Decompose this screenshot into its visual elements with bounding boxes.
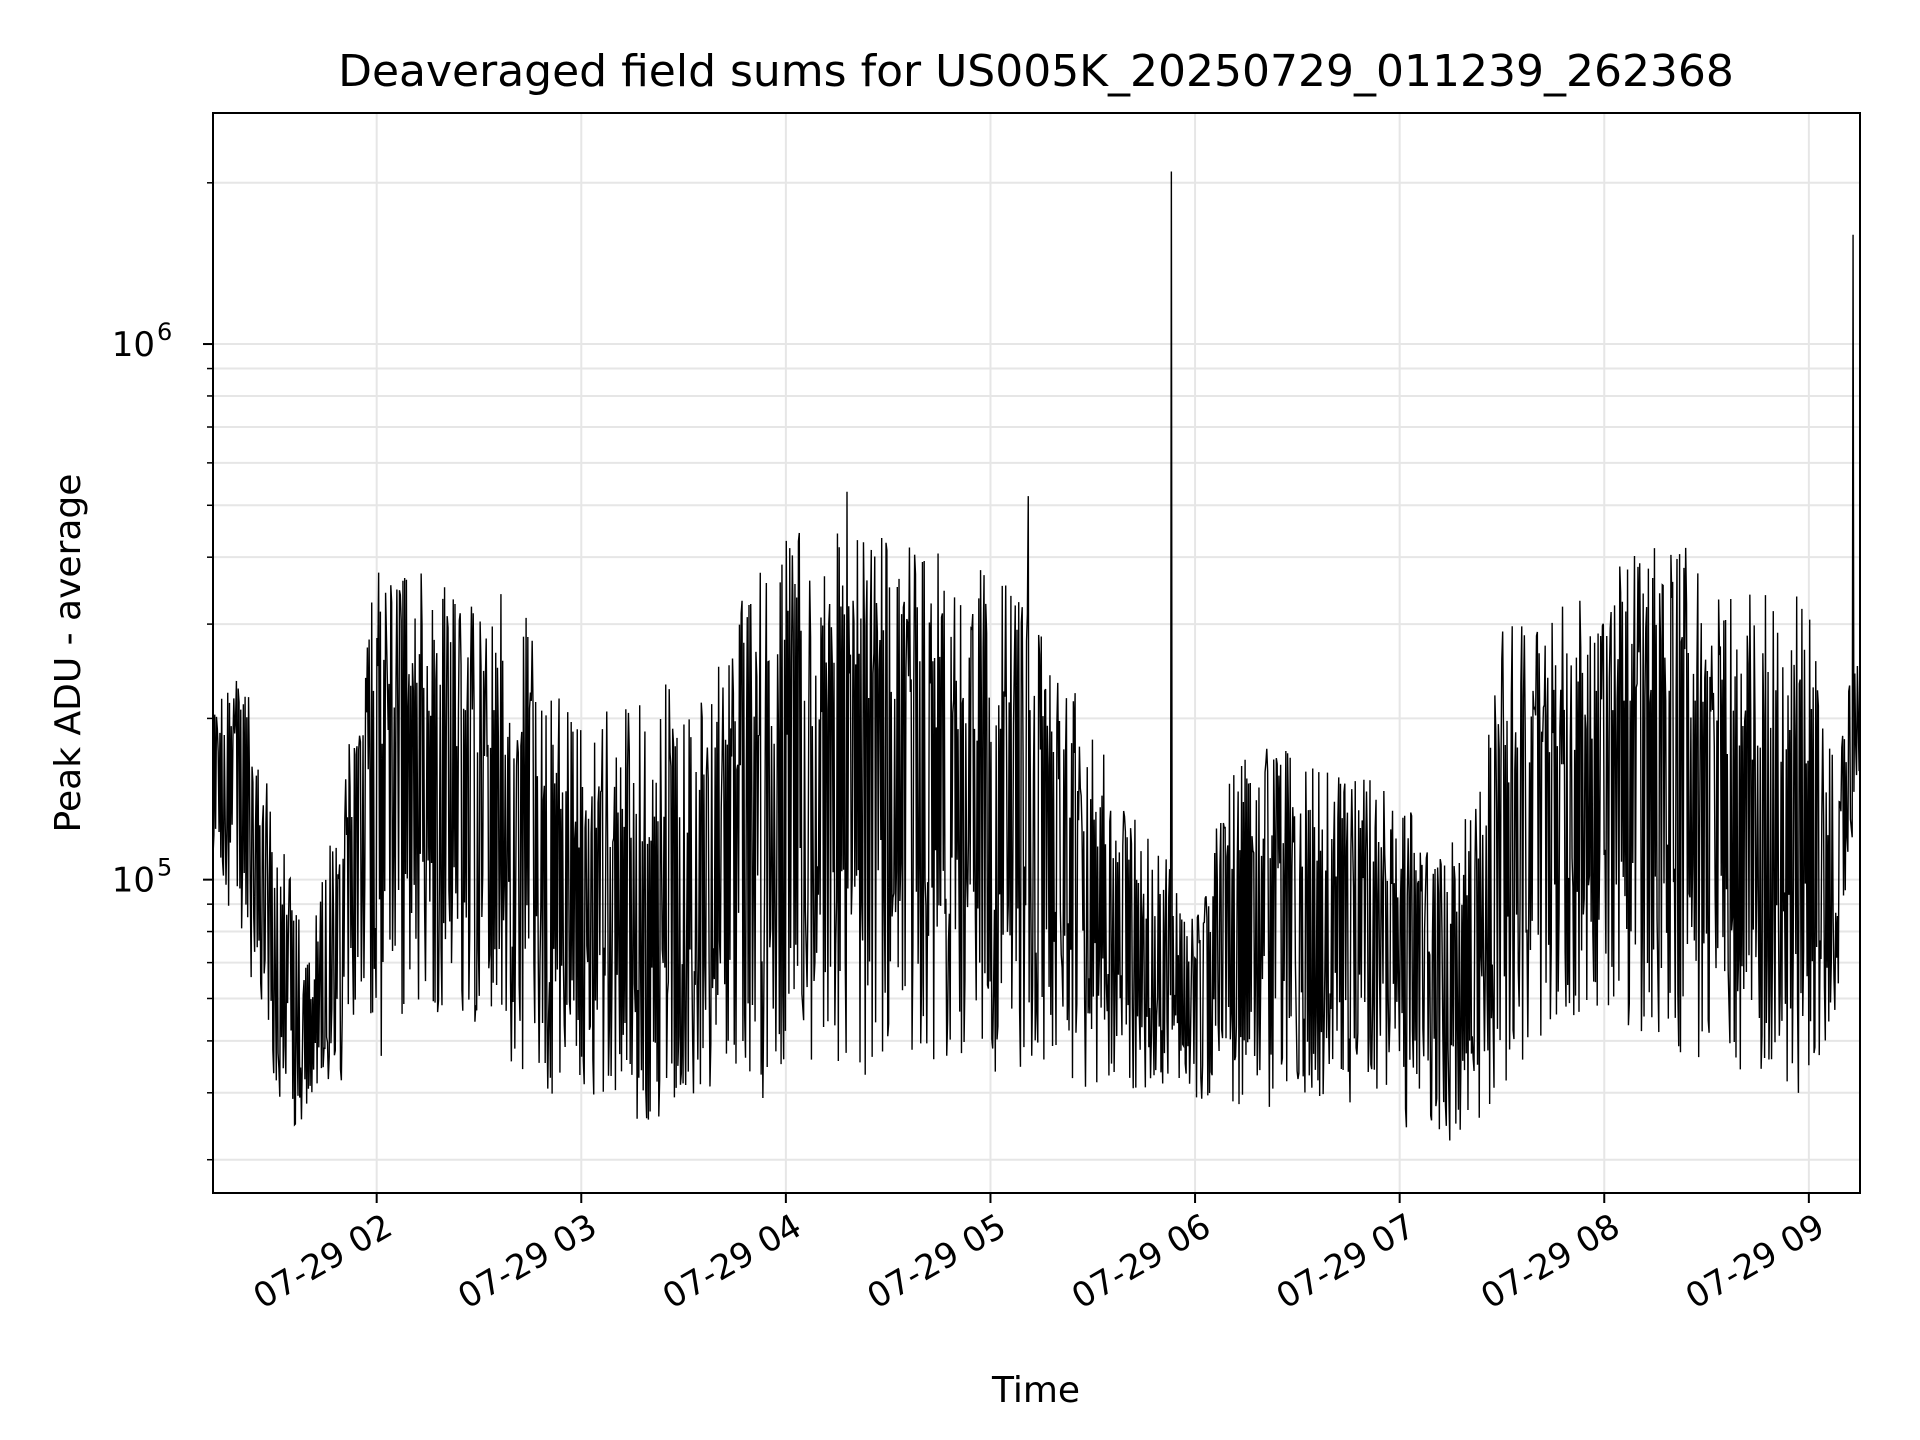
y-axis-label: Peak ADU - average [48,474,89,833]
y-tick-exponent: 5 [157,854,172,882]
chart-title: Deaveraged field sums for US005K_2025072… [338,46,1734,97]
y-tick-label: 10 [112,325,155,365]
y-tick-label: 10 [112,861,155,901]
series-line [212,171,1861,1141]
plot-frame [212,112,1861,1194]
y-tick-exponent: 6 [157,318,172,346]
plot-line [212,171,1861,1141]
x-axis-label: Time [991,1370,1080,1411]
